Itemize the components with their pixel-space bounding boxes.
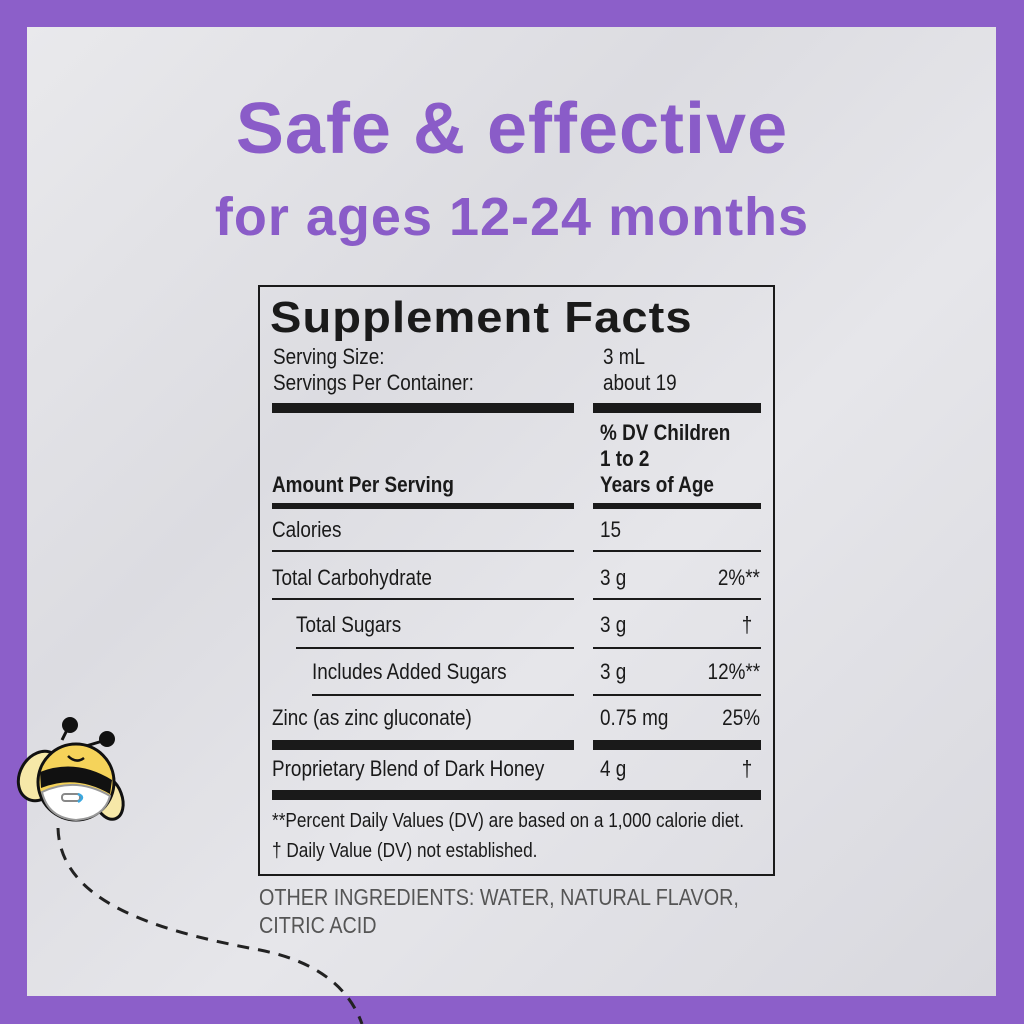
- headline-line1: Safe & effective: [235, 89, 789, 169]
- row-amount: 3 g: [600, 612, 627, 637]
- divider: [593, 694, 761, 696]
- row-name: Total Sugars: [296, 612, 402, 637]
- row-dv: †: [741, 756, 752, 781]
- row-name: Zinc (as zinc gluconate): [272, 705, 472, 730]
- supplement-facts-panel: [258, 285, 775, 876]
- row-amount: 4 g: [600, 756, 627, 781]
- bee-mascot-icon: [16, 717, 125, 822]
- headline-line2: for ages 12-24 months: [214, 187, 810, 247]
- amount-header: Amount Per Serving: [272, 472, 454, 497]
- row-name: Proprietary Blend of Dark Honey: [272, 756, 545, 781]
- divider: [593, 740, 761, 750]
- divider: [593, 503, 761, 509]
- divider: [593, 550, 761, 552]
- other-ingredients: OTHER INGREDIENTS: WATER, NATURAL FLAVOR…: [259, 884, 739, 910]
- divider: [593, 598, 761, 600]
- row-name: Includes Added Sugars: [312, 659, 507, 684]
- marble-background: [27, 27, 996, 996]
- divider: [272, 503, 574, 509]
- row-amount: 0.75 mg: [600, 705, 669, 730]
- row-amount: 3 g: [600, 565, 627, 590]
- divider: [272, 790, 761, 800]
- divider: [593, 403, 761, 413]
- divider: [296, 647, 574, 649]
- divider: [272, 403, 574, 413]
- label-title: Supplement Facts: [270, 293, 693, 342]
- dv-header-1: % DV Children: [600, 420, 731, 445]
- row-name: Total Carbohydrate: [272, 565, 432, 590]
- dv-header-3: Years of Age: [600, 472, 714, 497]
- servings-label: Servings Per Container:: [273, 370, 474, 395]
- row-name: Calories: [272, 517, 342, 542]
- row-dv: †: [741, 612, 752, 637]
- serving-size-label: Serving Size:: [273, 344, 385, 369]
- divider: [593, 647, 761, 649]
- other-ingredients: CITRIC ACID: [259, 912, 377, 938]
- divider: [272, 550, 574, 552]
- servings-value: about 19: [603, 370, 677, 395]
- footnote: **Percent Daily Values (DV) are based on…: [272, 810, 744, 832]
- footnote: † Daily Value (DV) not established.: [272, 840, 538, 862]
- row-dv: 12%**: [707, 659, 760, 684]
- dv-header-2: 1 to 2: [600, 446, 650, 471]
- row-dv: 2%**: [717, 565, 760, 590]
- serving-size-value: 3 mL: [603, 344, 646, 369]
- row-amount: 3 g: [600, 659, 627, 684]
- divider: [272, 598, 574, 600]
- row-dv: 25%: [722, 705, 760, 730]
- row-amount: 15: [600, 517, 622, 542]
- divider: [272, 740, 574, 750]
- divider: [312, 694, 574, 696]
